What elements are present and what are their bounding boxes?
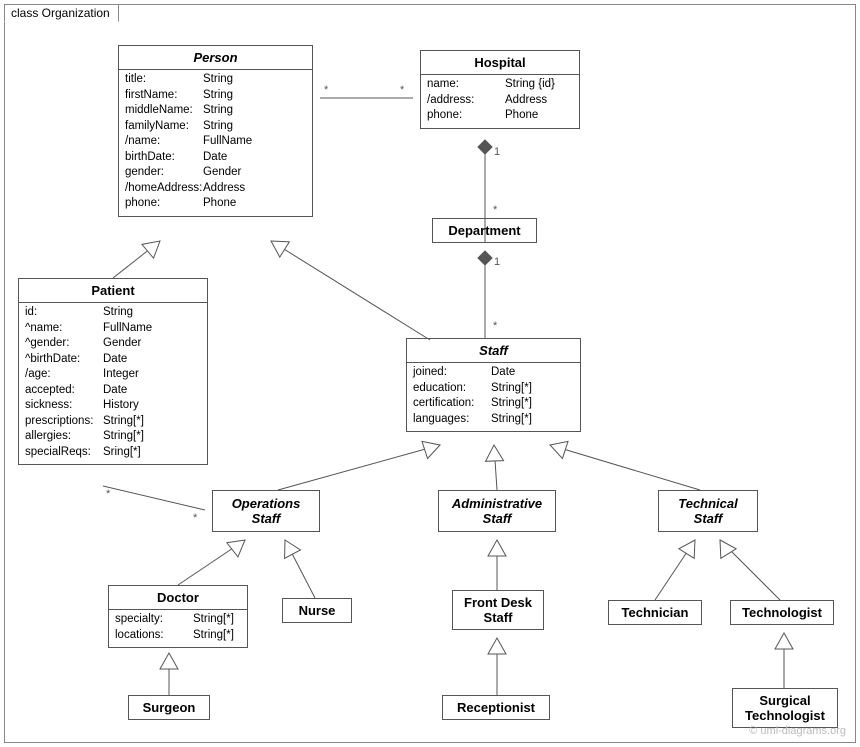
class-attrs: title:StringfirstName:StringmiddleName:S… <box>119 70 312 216</box>
class-Surgeon: Surgeon <box>128 695 210 720</box>
attr-row: middleName:String <box>125 103 306 119</box>
attr-row: phone:Phone <box>427 108 573 124</box>
class-name: Patient <box>19 279 207 303</box>
class-Doctor: Doctorspecialty:String[*]locations:Strin… <box>108 585 248 648</box>
class-name: OperationsStaff <box>213 491 319 531</box>
class-Technician: Technician <box>608 600 702 625</box>
frame-title: class Organization <box>4 4 119 22</box>
attr-row: /address:Address <box>427 93 573 109</box>
watermark: © uml-diagrams.org <box>749 725 846 737</box>
class-name: Technologist <box>731 601 833 624</box>
attr-row: education:String[*] <box>413 381 574 397</box>
attr-row: joined:Date <box>413 365 574 381</box>
class-Patient: Patientid:String^name:FullName^gender:Ge… <box>18 278 208 465</box>
multiplicity: 1 <box>494 256 500 268</box>
class-name: AdministrativeStaff <box>439 491 555 531</box>
multiplicity: * <box>324 84 328 96</box>
class-FrontDeskStaff: Front DeskStaff <box>452 590 544 630</box>
attr-row: title:String <box>125 72 306 88</box>
class-name: Front DeskStaff <box>453 591 543 629</box>
attr-row: sickness:History <box>25 398 201 414</box>
class-Receptionist: Receptionist <box>442 695 550 720</box>
attr-row: certification:String[*] <box>413 396 574 412</box>
attr-row: locations:String[*] <box>115 628 241 644</box>
class-name: Technician <box>609 601 701 624</box>
class-name: Doctor <box>109 586 247 610</box>
class-name: Nurse <box>283 599 351 622</box>
class-name: Receptionist <box>443 696 549 719</box>
attr-row: familyName:String <box>125 119 306 135</box>
attr-row: firstName:String <box>125 88 306 104</box>
class-Technologist: Technologist <box>730 600 834 625</box>
attr-row: specialReqs:Sring[*] <box>25 445 201 461</box>
multiplicity: * <box>493 320 497 332</box>
class-Hospital: Hospitalname:String {id}/address:Address… <box>420 50 580 129</box>
class-attrs: joined:Dateeducation:String[*]certificat… <box>407 363 580 431</box>
class-Person: Persontitle:StringfirstName:Stringmiddle… <box>118 45 313 217</box>
attr-row: prescriptions:String[*] <box>25 414 201 430</box>
class-Staff: Staffjoined:Dateeducation:String[*]certi… <box>406 338 581 432</box>
attr-row: birthDate:Date <box>125 150 306 166</box>
class-name: TechnicalStaff <box>659 491 757 531</box>
multiplicity: * <box>193 512 197 524</box>
attr-row: id:String <box>25 305 201 321</box>
attr-row: ^gender:Gender <box>25 336 201 352</box>
class-Department: Department <box>432 218 537 243</box>
class-name: Surgeon <box>129 696 209 719</box>
attr-row: /age:Integer <box>25 367 201 383</box>
class-OperationsStaff: OperationsStaff <box>212 490 320 532</box>
attr-row: ^birthDate:Date <box>25 352 201 368</box>
multiplicity: 1 <box>494 146 500 158</box>
attr-row: name:String {id} <box>427 77 573 93</box>
multiplicity: * <box>106 488 110 500</box>
class-name: Staff <box>407 339 580 363</box>
attr-row: gender:Gender <box>125 165 306 181</box>
class-TechnicalStaff: TechnicalStaff <box>658 490 758 532</box>
class-name: Person <box>119 46 312 70</box>
class-name: Department <box>433 219 536 242</box>
class-attrs: specialty:String[*]locations:String[*] <box>109 610 247 647</box>
attr-row: languages:String[*] <box>413 412 574 428</box>
class-SurgicalTechnologist: SurgicalTechnologist <box>732 688 838 728</box>
class-attrs: name:String {id}/address:Addressphone:Ph… <box>421 75 579 128</box>
class-AdministrativeStaff: AdministrativeStaff <box>438 490 556 532</box>
multiplicity: * <box>493 204 497 216</box>
attr-row: phone:Phone <box>125 196 306 212</box>
attr-row: specialty:String[*] <box>115 612 241 628</box>
attr-row: accepted:Date <box>25 383 201 399</box>
multiplicity: * <box>400 84 404 96</box>
class-name: SurgicalTechnologist <box>733 689 837 727</box>
attr-row: /name:FullName <box>125 134 306 150</box>
attr-row: ^name:FullName <box>25 321 201 337</box>
class-attrs: id:String^name:FullName^gender:Gender^bi… <box>19 303 207 464</box>
class-name: Hospital <box>421 51 579 75</box>
attr-row: allergies:String[*] <box>25 429 201 445</box>
class-Nurse: Nurse <box>282 598 352 623</box>
attr-row: /homeAddress:Address <box>125 181 306 197</box>
